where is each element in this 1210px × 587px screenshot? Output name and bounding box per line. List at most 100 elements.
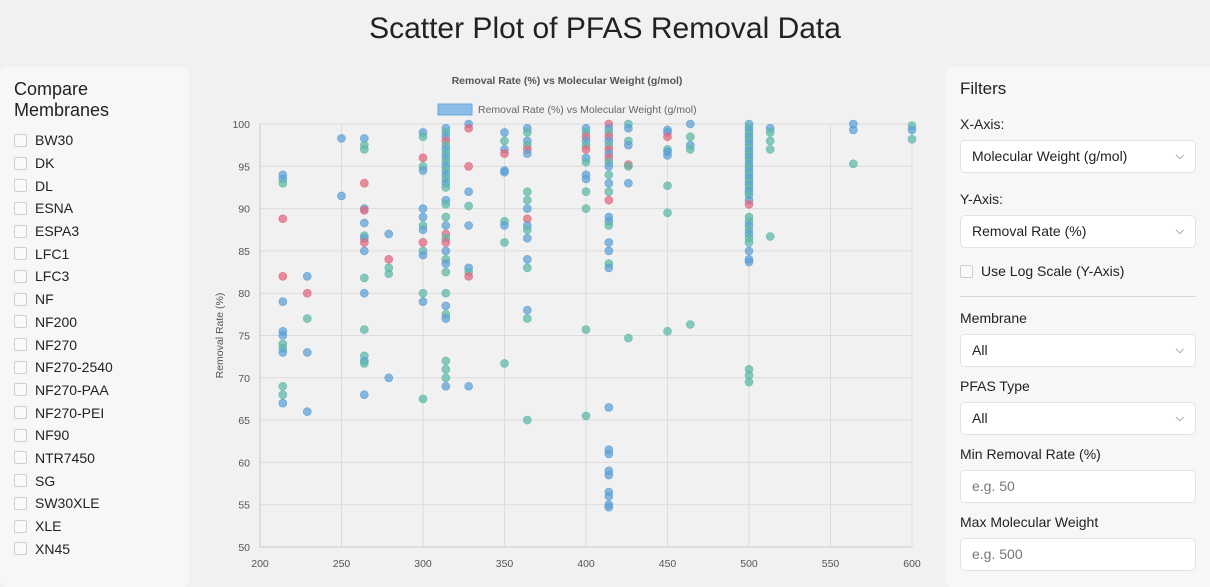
membrane-item[interactable]: ESNA bbox=[14, 197, 175, 220]
data-point bbox=[302, 348, 312, 357]
membrane-checkbox[interactable] bbox=[14, 133, 27, 147]
membrane-checkbox[interactable] bbox=[14, 224, 27, 238]
max-mw-input[interactable]: e.g. 500 bbox=[960, 538, 1196, 571]
pfas-type-label: PFAS Type bbox=[960, 378, 1030, 394]
data-point bbox=[581, 174, 591, 184]
data-point bbox=[500, 167, 509, 177]
membrane-item[interactable]: XLE bbox=[14, 515, 175, 538]
membrane-label: LFC1 bbox=[35, 245, 70, 262]
data-point bbox=[302, 271, 312, 281]
membrane-select[interactable]: All ⌵ bbox=[960, 334, 1196, 367]
membrane-checkbox[interactable] bbox=[14, 201, 27, 215]
membrane-select-value: All bbox=[972, 342, 988, 358]
data-point bbox=[302, 407, 312, 416]
membrane-item[interactable]: LFC1 bbox=[14, 242, 175, 265]
membrane-checkbox[interactable] bbox=[14, 406, 27, 420]
y-axis-title: Removal Rate (%) bbox=[214, 293, 226, 379]
membrane-label: NF270-2540 bbox=[35, 359, 113, 376]
membrane-checkbox[interactable] bbox=[14, 360, 27, 374]
data-point bbox=[581, 157, 591, 167]
membrane-item[interactable]: NTR7450 bbox=[14, 447, 175, 470]
data-point bbox=[744, 377, 754, 387]
min-removal-label: Min Removal Rate (%) bbox=[960, 446, 1101, 462]
membrane-label: ESNA bbox=[35, 200, 74, 217]
chevron-down-icon: ⌵ bbox=[1175, 225, 1184, 237]
membrane-item[interactable]: NF270-2540 bbox=[14, 356, 175, 379]
y-tick-label: 85 bbox=[238, 246, 250, 258]
data-point bbox=[464, 187, 473, 196]
membrane-checkbox[interactable] bbox=[14, 315, 27, 329]
membrane-label: NF bbox=[35, 291, 54, 308]
data-point bbox=[441, 267, 451, 277]
membrane-checkbox[interactable] bbox=[14, 451, 27, 465]
x-axis-select[interactable]: Molecular Weight (g/mol) ⌵ bbox=[960, 140, 1196, 173]
membrane-item[interactable]: DK bbox=[14, 152, 175, 175]
membrane-checkbox[interactable] bbox=[14, 474, 27, 488]
data-point bbox=[604, 491, 614, 501]
data-point bbox=[581, 411, 591, 421]
membrane-item[interactable]: SG bbox=[14, 469, 175, 492]
membrane-item[interactable]: NF270 bbox=[14, 333, 175, 356]
membrane-label: BW30 bbox=[35, 132, 74, 149]
membrane-checkbox[interactable] bbox=[14, 428, 27, 442]
membrane-item[interactable]: NF270-PAA bbox=[14, 379, 175, 402]
membrane-checkbox[interactable] bbox=[14, 383, 27, 397]
membrane-checkbox[interactable] bbox=[14, 179, 27, 193]
data-point bbox=[604, 187, 614, 196]
data-point bbox=[523, 204, 532, 213]
data-point bbox=[384, 269, 394, 279]
data-point bbox=[278, 381, 288, 391]
data-point bbox=[523, 263, 532, 273]
membrane-checkbox[interactable] bbox=[14, 156, 27, 170]
membrane-checkbox[interactable] bbox=[14, 338, 27, 352]
data-point bbox=[278, 331, 288, 340]
filters-panel: Filters X-Axis: Molecular Weight (g/mol)… bbox=[946, 67, 1210, 587]
membrane-item[interactable]: NF90 bbox=[14, 424, 175, 447]
membrane-item[interactable]: NF200 bbox=[14, 311, 175, 334]
data-point bbox=[360, 145, 369, 154]
data-point bbox=[523, 187, 532, 196]
y-tick-label: 95 bbox=[238, 161, 250, 173]
data-point bbox=[581, 187, 591, 196]
membrane-checkbox[interactable] bbox=[14, 542, 27, 556]
min-removal-input[interactable]: e.g. 50 bbox=[960, 470, 1196, 503]
membrane-checkbox[interactable] bbox=[14, 247, 27, 261]
data-point bbox=[624, 123, 633, 133]
data-point bbox=[849, 159, 858, 169]
data-point bbox=[523, 128, 532, 137]
membrane-checkbox[interactable] bbox=[14, 519, 27, 533]
data-point bbox=[604, 470, 614, 480]
membrane-item[interactable]: DL bbox=[14, 174, 175, 197]
membrane-checkbox[interactable] bbox=[14, 496, 27, 510]
log-scale-row[interactable]: Use Log Scale (Y-Axis) bbox=[960, 261, 1196, 281]
data-point bbox=[523, 233, 532, 243]
data-point bbox=[441, 200, 451, 209]
membrane-item[interactable]: NF bbox=[14, 288, 175, 311]
y-axis-select[interactable]: Removal Rate (%) ⌵ bbox=[960, 215, 1196, 248]
data-point bbox=[523, 255, 532, 264]
membrane-item[interactable]: LFC3 bbox=[14, 265, 175, 288]
data-point bbox=[523, 149, 532, 158]
data-point bbox=[604, 403, 614, 412]
x-tick-label: 550 bbox=[822, 558, 840, 570]
membrane-checkbox[interactable] bbox=[14, 269, 27, 283]
membrane-item[interactable]: XN45 bbox=[14, 537, 175, 560]
data-point bbox=[278, 390, 288, 400]
data-point bbox=[418, 212, 428, 222]
data-point bbox=[581, 325, 591, 334]
log-scale-checkbox[interactable] bbox=[960, 264, 973, 278]
x-tick-label: 200 bbox=[251, 558, 269, 570]
data-point bbox=[624, 178, 633, 188]
membrane-checkbox[interactable] bbox=[14, 292, 27, 306]
membrane-item[interactable]: SW30XLE bbox=[14, 492, 175, 515]
membrane-item[interactable]: BW30 bbox=[14, 129, 175, 152]
scatter-chart-svg: 50 55 60 65 70 75 80 85 90 95 100 200 250 300 350 400 45… bbox=[214, 75, 921, 570]
membrane-item[interactable]: ESPA3 bbox=[14, 220, 175, 243]
filters-divider bbox=[960, 296, 1196, 297]
data-point bbox=[464, 162, 473, 171]
data-point bbox=[604, 238, 614, 247]
pfas-type-select[interactable]: All ⌵ bbox=[960, 402, 1196, 435]
data-point bbox=[686, 119, 695, 129]
membrane-item[interactable]: NF270-PEI bbox=[14, 401, 175, 424]
y-tick-label: 100 bbox=[232, 119, 250, 131]
